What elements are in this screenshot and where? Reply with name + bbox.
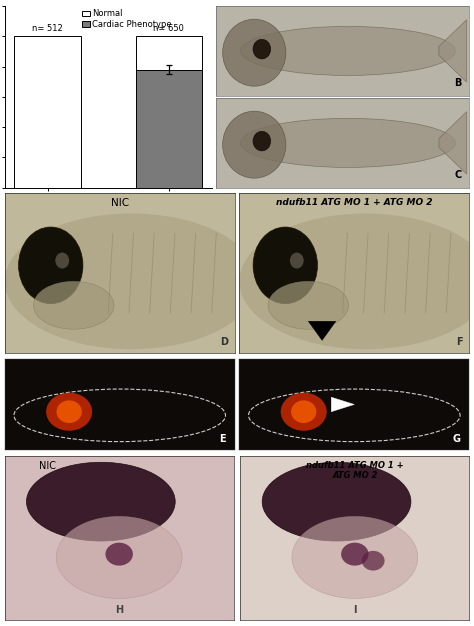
Text: C: C	[455, 170, 462, 180]
Ellipse shape	[290, 252, 304, 269]
Ellipse shape	[55, 252, 69, 269]
Text: B: B	[454, 78, 462, 88]
Ellipse shape	[341, 543, 369, 566]
Text: E: E	[219, 434, 226, 444]
Ellipse shape	[105, 543, 133, 566]
Polygon shape	[439, 19, 467, 82]
Legend: Normal, Cardiac Phenotype: Normal, Cardiac Phenotype	[82, 9, 173, 29]
Ellipse shape	[223, 19, 286, 86]
Text: D: D	[220, 337, 228, 347]
Text: ndufb11 ATG MO 1 +
ATG MO 2: ndufb11 ATG MO 1 + ATG MO 2	[306, 461, 404, 480]
Ellipse shape	[18, 227, 83, 304]
Text: NIC: NIC	[39, 461, 56, 471]
Text: H: H	[115, 605, 123, 615]
Bar	[136, 69, 202, 188]
Text: G: G	[452, 434, 460, 444]
Ellipse shape	[27, 462, 175, 541]
Ellipse shape	[291, 401, 316, 423]
Ellipse shape	[223, 111, 286, 178]
Polygon shape	[331, 398, 354, 412]
Ellipse shape	[240, 26, 456, 76]
Polygon shape	[308, 321, 336, 341]
Text: F: F	[456, 337, 462, 347]
Polygon shape	[439, 111, 467, 174]
Ellipse shape	[5, 213, 258, 349]
Text: I: I	[353, 605, 356, 615]
Bar	[136, 36, 202, 69]
Bar	[14, 36, 81, 188]
Ellipse shape	[281, 393, 327, 431]
Ellipse shape	[268, 281, 348, 329]
Text: n= 512: n= 512	[32, 24, 63, 33]
Ellipse shape	[239, 213, 474, 349]
Ellipse shape	[240, 118, 456, 167]
Ellipse shape	[362, 551, 384, 570]
Text: ndufb11 ATG MO 1 + ATG MO 2: ndufb11 ATG MO 1 + ATG MO 2	[276, 198, 433, 207]
Ellipse shape	[253, 227, 318, 304]
Ellipse shape	[34, 281, 114, 329]
Ellipse shape	[253, 131, 271, 151]
Text: n= 650: n= 650	[154, 24, 184, 33]
Text: NIC: NIC	[110, 198, 129, 208]
Ellipse shape	[253, 39, 271, 59]
Ellipse shape	[46, 393, 92, 431]
Ellipse shape	[56, 401, 82, 423]
Ellipse shape	[56, 516, 182, 598]
Ellipse shape	[292, 516, 418, 598]
Ellipse shape	[262, 462, 411, 541]
